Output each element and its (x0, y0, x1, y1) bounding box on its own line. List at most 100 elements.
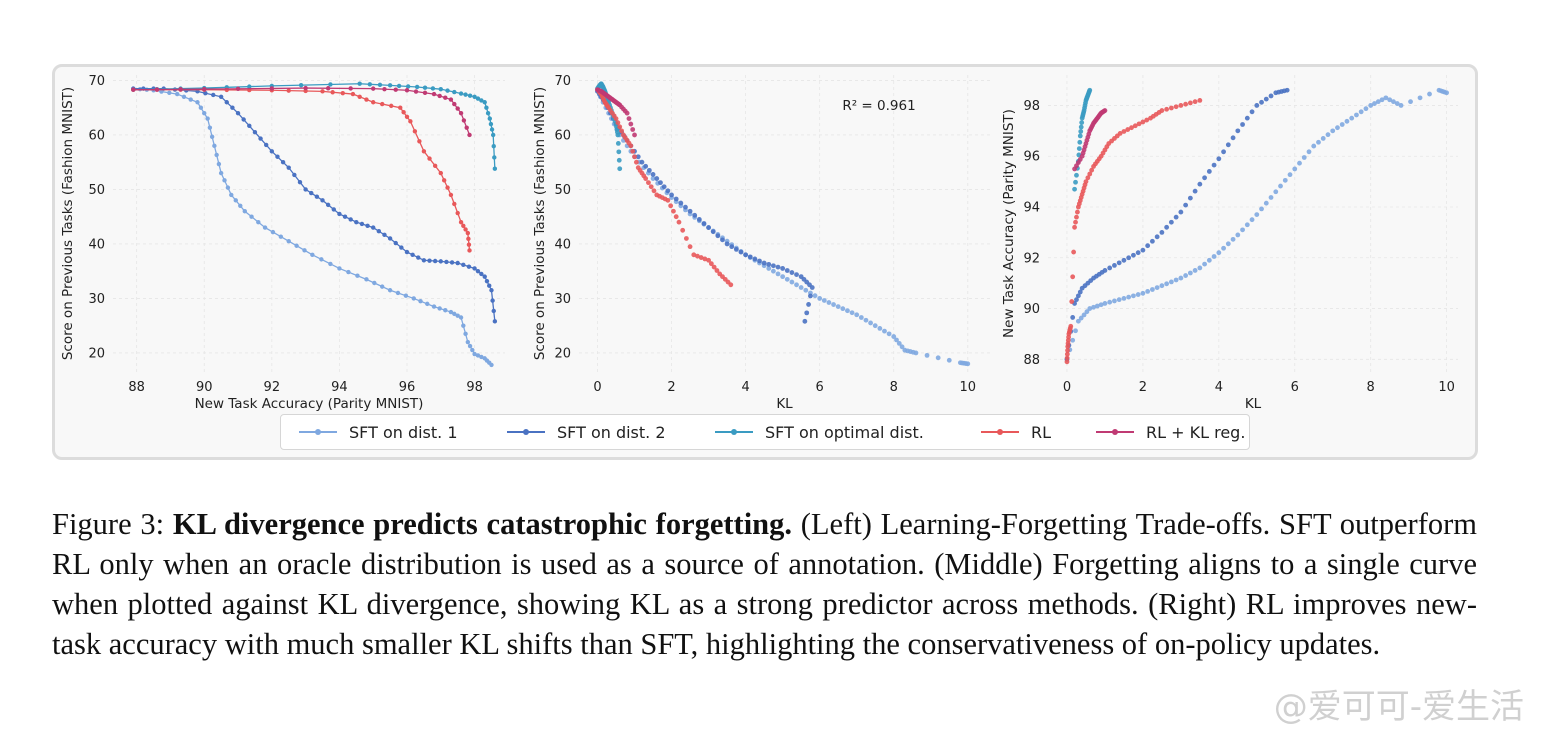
data-point (422, 85, 428, 90)
series-line (133, 87, 492, 366)
data-point (252, 130, 258, 135)
data-point (1344, 118, 1350, 124)
series-sft-on-dist-1 (1064, 87, 1450, 362)
data-point (212, 143, 217, 149)
data-point (280, 159, 286, 165)
data-point (367, 82, 373, 87)
series-rl (595, 87, 734, 288)
data-point (882, 328, 887, 334)
data-point (1083, 179, 1089, 185)
data-point (1168, 279, 1174, 285)
data-point (256, 219, 261, 225)
data-point (461, 118, 467, 123)
caption-prefix: Figure 3: (52, 507, 173, 541)
x-tick-label: 92 (264, 380, 281, 395)
data-point (475, 268, 481, 274)
series-rl-kl-reg (131, 85, 472, 138)
data-point (1136, 121, 1142, 127)
x-tick-label: 6 (816, 380, 824, 395)
data-point (803, 287, 809, 293)
data-point (615, 140, 621, 146)
data-point (616, 157, 622, 163)
data-point (715, 233, 721, 239)
legend-label: SFT on dist. 2 (557, 422, 666, 442)
data-point (1363, 106, 1369, 112)
y-tick-label: 20 (554, 346, 571, 361)
data-point (738, 249, 744, 255)
data-point (178, 87, 183, 92)
data-point (1140, 119, 1146, 125)
data-point (371, 86, 376, 91)
data-point (872, 323, 878, 329)
y-tick-label: 70 (554, 74, 571, 89)
data-point (380, 101, 385, 107)
data-point (1282, 177, 1288, 183)
data-point (817, 296, 823, 301)
data-point (337, 211, 342, 217)
data-point (449, 260, 455, 265)
data-point (365, 223, 370, 228)
data-point (247, 84, 252, 89)
data-point (297, 179, 303, 185)
data-point (1164, 281, 1170, 287)
data-point (1368, 103, 1374, 108)
data-point (319, 257, 324, 262)
data-point (359, 221, 365, 227)
data-point (1078, 124, 1084, 130)
data-point (218, 170, 224, 176)
data-point (661, 184, 667, 190)
data-point (630, 127, 636, 132)
data-point (408, 119, 413, 124)
data-point (708, 261, 714, 267)
data-point (488, 121, 494, 127)
data-point (706, 257, 711, 263)
data-point (935, 355, 941, 361)
data-point (1225, 241, 1231, 247)
data-point (1254, 212, 1260, 218)
data-point (467, 343, 473, 349)
data-point (404, 88, 410, 93)
data-point (348, 217, 353, 222)
data-point (747, 254, 753, 260)
data-point (484, 105, 489, 110)
data-point (650, 172, 656, 177)
data-point (230, 105, 235, 110)
data-point (1240, 227, 1245, 233)
data-point (924, 352, 930, 358)
data-point (616, 149, 622, 155)
data-point (676, 219, 682, 225)
data-point (1144, 117, 1150, 123)
data-point (1145, 289, 1151, 294)
data-point (1087, 171, 1093, 177)
data-point (1073, 328, 1078, 334)
data-point (314, 194, 320, 199)
data-point (894, 337, 899, 343)
data-point (821, 298, 827, 303)
data-point (393, 87, 398, 92)
data-point (669, 192, 674, 198)
data-point (1072, 186, 1077, 192)
data-point (405, 84, 411, 89)
data-point (432, 258, 438, 264)
data-point (377, 82, 383, 88)
data-point (445, 88, 450, 93)
data-point (489, 362, 494, 368)
figure-caption: Figure 3: KL divergence predicts catastr… (52, 504, 1477, 664)
data-point (794, 282, 799, 288)
caption-text: (Left) Learning-Forgetting Trade-offs. S… (52, 507, 1477, 661)
data-point (1325, 132, 1331, 138)
data-point (492, 319, 498, 324)
data-point (303, 187, 308, 192)
legend-label: SFT on optimal dist. (765, 422, 924, 442)
data-point (1206, 169, 1212, 174)
data-point (711, 264, 717, 270)
data-point (1320, 136, 1326, 141)
data-point (1102, 301, 1108, 306)
data-point (1074, 297, 1079, 303)
x-axis-label: KL (1245, 396, 1262, 412)
data-point (1132, 123, 1138, 129)
data-point (309, 190, 314, 196)
data-point (643, 176, 649, 181)
data-point (1221, 149, 1226, 155)
data-point (195, 100, 200, 105)
